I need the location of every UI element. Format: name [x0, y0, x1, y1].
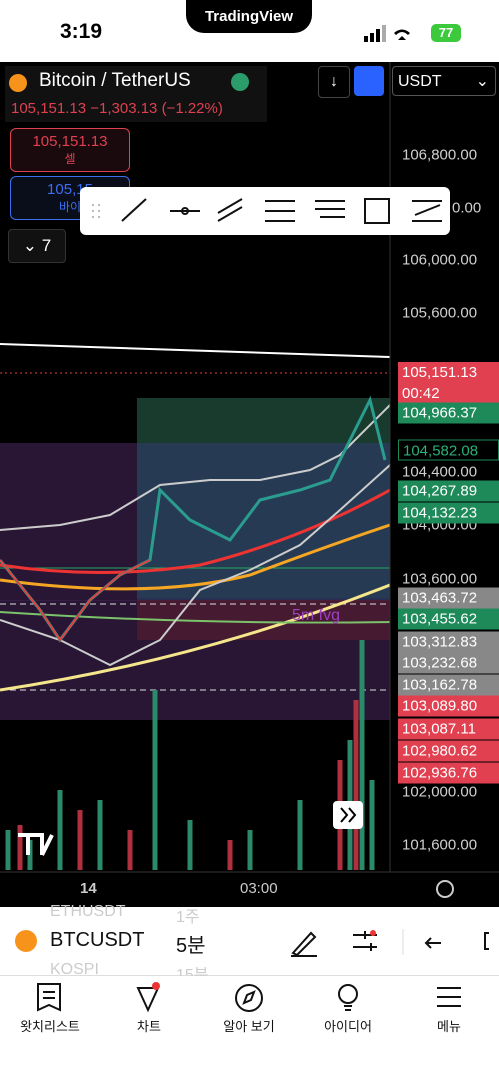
- price-tag-label: 103,232.68: [402, 654, 478, 672]
- tab[interactable]: 아이디어: [324, 1019, 372, 1034]
- tab[interactable]: 왓치리스트: [20, 1019, 80, 1034]
- tab[interactable]: 차트: [137, 1019, 161, 1034]
- price-label: 104,400.00: [402, 463, 478, 481]
- price-tag: 103,232.68: [398, 652, 499, 674]
- download-button[interactable]: ↓: [318, 66, 350, 98]
- price-label: 102,000.00: [402, 783, 478, 801]
- price-tag: 104,966.37: [398, 402, 499, 424]
- price-tag: 103,455.62: [398, 608, 499, 630]
- price-tag: 102,936.76: [398, 762, 499, 784]
- price-tag-label: 104,132.23: [402, 504, 478, 522]
- price-tag-label: 103,089.80: [402, 697, 478, 715]
- price-tag-label: 103,455.62: [402, 610, 478, 628]
- price-tag-label: 103,463.72: [402, 589, 478, 607]
- price-tag: 104,132.23: [398, 502, 499, 524]
- price-label: 101,600.00: [402, 836, 478, 854]
- last-price: 105,151.13: [11, 100, 87, 117]
- ghost-symbol: ETHUSDT: [50, 903, 126, 920]
- status-icons: [364, 25, 410, 42]
- price-tag-label: 103,087.11: [402, 720, 476, 738]
- price-tag-label: 102,980.62: [402, 742, 478, 760]
- price-tag-label: 104,267.89: [402, 482, 478, 500]
- collapse-button[interactable]: ⌄ 7: [8, 229, 66, 263]
- price-label: 103,600.00: [402, 570, 478, 588]
- currency-select[interactable]: USDT ⌄: [392, 66, 496, 96]
- price-tag-label: 103,312.83: [402, 633, 478, 651]
- status-bar: 3:19 TradingView 77: [0, 0, 499, 62]
- bottom-tools[interactable]: [285, 923, 499, 959]
- price-label: 105,600.00: [402, 304, 478, 322]
- price-tag: 103,089.80: [398, 695, 499, 717]
- annotation: 5m fvg: [292, 607, 341, 624]
- price-tag: 104,267.89: [398, 480, 499, 502]
- tab[interactable]: 메뉴: [437, 1019, 461, 1034]
- price-tag: 103,162.78: [398, 674, 499, 696]
- price-tag-label: 103,162.78: [402, 676, 478, 694]
- price-change: −1,303.13 (−1.22%): [90, 100, 223, 117]
- time-label: 14: [80, 880, 97, 897]
- symbol-name: Bitcoin / TetherUS: [39, 70, 191, 91]
- countdown: 00:42: [402, 385, 440, 402]
- price-tag: 102,980.62: [398, 740, 499, 762]
- collapsed-count: 7: [41, 236, 52, 255]
- price-label: 106,800.00: [402, 146, 478, 164]
- status-dot: [231, 73, 249, 91]
- layout-button[interactable]: [354, 66, 384, 96]
- price-tag-label: 104,582.08: [403, 442, 479, 460]
- price-tag-label: 105,151.13: [402, 364, 478, 381]
- battery: 77: [431, 24, 461, 42]
- legend-panel: Bitcoin / TetherUS 105,151.13 −1,303.13 …: [5, 66, 267, 122]
- price-tag: 103,312.83: [398, 631, 499, 653]
- sell-button[interactable]: 105,151.13 셀: [10, 128, 130, 172]
- clock: 3:19: [60, 20, 103, 43]
- bottom-bar: ETHUSDT 1주 KOSPI 15분 BTCUSDT 5분: [0, 903, 499, 984]
- price-label: 106,000.00: [402, 251, 478, 269]
- tab[interactable]: 알아 보기: [223, 1019, 275, 1034]
- price-tag: 103,087.11: [398, 718, 499, 740]
- coin-icon: [9, 74, 27, 92]
- sell-label: 셀: [64, 152, 76, 166]
- time-label: 03:00: [240, 880, 278, 897]
- price-tag: 104,582.08: [398, 439, 499, 461]
- currency: USDT: [398, 73, 442, 90]
- drawing-toolbar[interactable]: [80, 187, 450, 235]
- price-tag-label: 102,936.76: [402, 764, 478, 782]
- coin-icon: [15, 930, 37, 952]
- interval[interactable]: 5분: [176, 935, 206, 957]
- price-tag: 105,151.13 00:42: [398, 362, 499, 404]
- price-tag-label: 104,966.37: [402, 404, 478, 422]
- buy-label: 바이: [58, 200, 82, 214]
- ghost-interval: 1주: [176, 909, 200, 926]
- app-pill: TradingView: [186, 0, 312, 33]
- ghost-symbol: KOSPI: [50, 961, 99, 978]
- price-tag: 103,463.72: [398, 587, 499, 609]
- symbol[interactable]: BTCUSDT: [50, 929, 145, 951]
- quote: 105,151.13 −1,303.13 (−1.22%): [11, 100, 223, 117]
- price-label: 0.00: [452, 199, 482, 217]
- sell-price: 105,151.13: [32, 133, 108, 150]
- tab-icons: [37, 982, 461, 1013]
- app-name: TradingView: [204, 8, 294, 25]
- chart-drawing: [0, 62, 499, 898]
